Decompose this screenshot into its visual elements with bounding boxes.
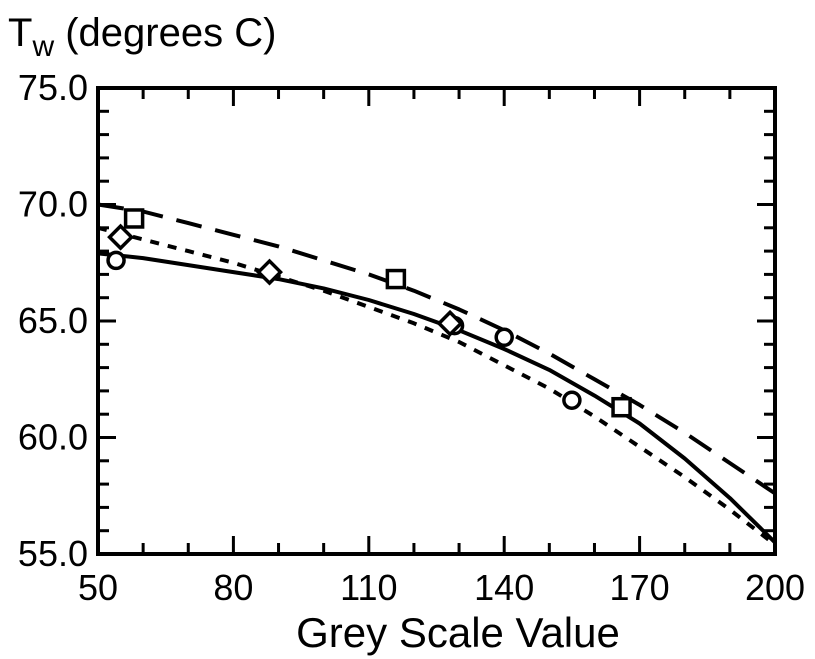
marker-square (385, 268, 407, 290)
x-tick-label: 110 (340, 567, 397, 608)
marker-circle (494, 327, 514, 348)
y-tick-label: 70.0 (18, 184, 88, 225)
y-axis-title-sub: w (31, 30, 54, 63)
marker-diamond (107, 223, 135, 251)
y-axis-title: Tw (degrees C) (8, 11, 276, 63)
y-tick-labels: 55.0 60.0 65.0 70.0 75.0 (18, 67, 88, 574)
x-tick-label: 80 (213, 567, 253, 608)
marker-circle (562, 390, 582, 410)
y-tick-label: 75.0 (18, 67, 88, 108)
series-line-solid (97, 251, 777, 544)
marker-points (106, 208, 632, 418)
x-tick-label: 170 (610, 567, 670, 608)
marker-square (123, 208, 145, 229)
y-axis-title-main: T (8, 11, 32, 55)
series-line-long-dash (97, 202, 777, 496)
x-axis-title: Grey Scale Value (296, 609, 620, 656)
y-tick-label: 55.0 (18, 533, 88, 574)
x-tick-label: 50 (78, 567, 118, 608)
marker-diamond (436, 309, 464, 337)
series-line-short-dash (97, 225, 777, 547)
marker-diamond (256, 258, 283, 286)
x-tick-label: 140 (474, 567, 534, 608)
x-tick-label: 200 (745, 567, 805, 608)
marker-circle (106, 250, 126, 271)
x-tick-labels: 50 80 110 140 170 200 (78, 567, 805, 608)
marker-square (611, 396, 632, 418)
series-lines (97, 202, 777, 547)
y-axis-title-rest: (degrees C) (54, 11, 276, 55)
y-tick-label: 60.0 (18, 417, 88, 458)
y-tick-label: 65.0 (18, 300, 88, 341)
axis-ticks (96, 86, 777, 556)
